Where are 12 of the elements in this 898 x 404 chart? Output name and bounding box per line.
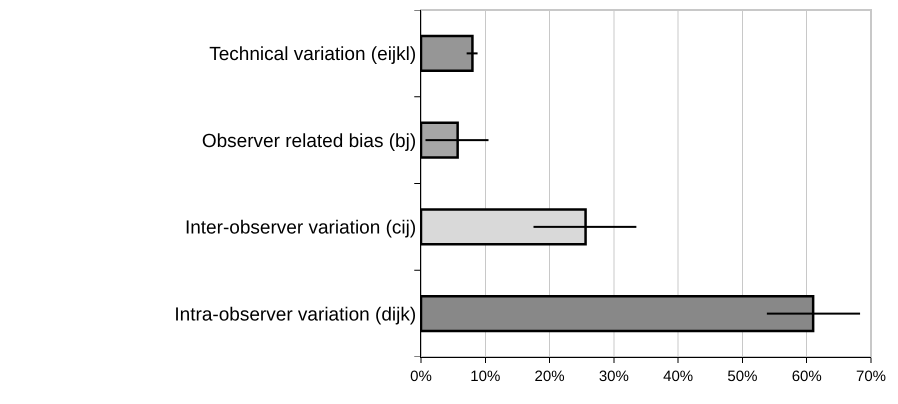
x-tick-label: 30%	[598, 368, 629, 385]
x-tick-label: 10%	[470, 368, 500, 385]
x-tick-label: 50%	[727, 368, 758, 385]
y-tick-label: Inter-observer variation (cij)	[184, 218, 416, 239]
x-tick-label: 60%	[792, 368, 822, 385]
x-tick-label: 20%	[534, 368, 565, 385]
x-tick-label: 40%	[663, 368, 694, 385]
y-tick-label: Intra-observer variation (dijk)	[174, 304, 416, 326]
x-tick-label: 70%	[856, 368, 886, 385]
y-tick-label: Technical variation (eijkl)	[209, 44, 416, 66]
y-tick-label: Observer related bias (bj)	[202, 130, 416, 152]
x-tick-label: 0%	[410, 368, 432, 385]
